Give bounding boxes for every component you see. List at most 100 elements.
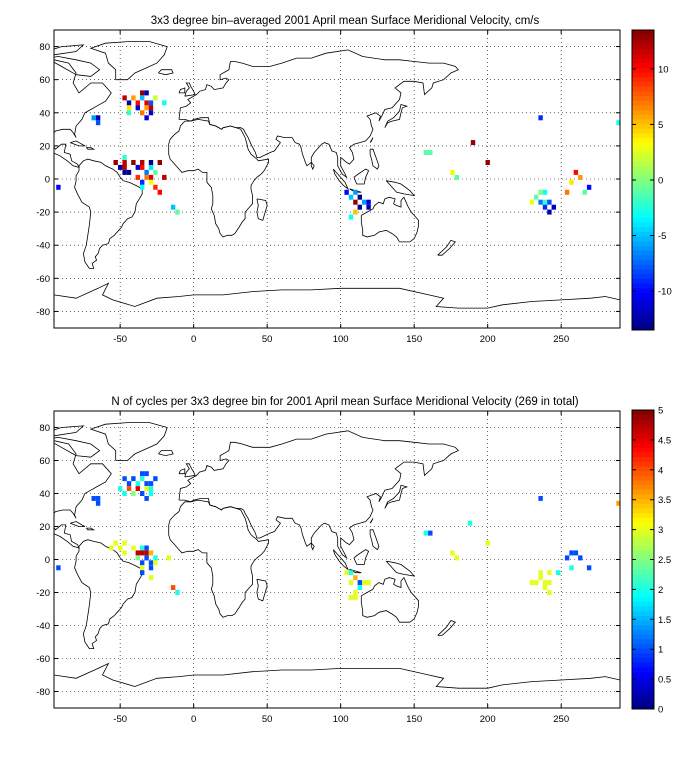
colorbar-step xyxy=(632,255,654,261)
colorbar-tick-label: 0 xyxy=(658,705,663,716)
x-tick-label: 0 xyxy=(191,714,196,725)
colorbar-step xyxy=(632,161,654,167)
coastline xyxy=(178,430,459,560)
top-colorbar: -10 -5 0 5 10 xyxy=(631,29,672,331)
data-cell xyxy=(538,496,543,501)
data-cell xyxy=(357,204,362,210)
data-cell xyxy=(353,189,358,195)
colorbar-step xyxy=(632,522,654,528)
data-cell xyxy=(135,550,140,556)
coastline xyxy=(256,198,268,221)
bottom-chart-title: N of cycles per 3x3 degree bin for 2001 … xyxy=(111,396,578,408)
colorbar-step xyxy=(632,133,654,139)
data-cell xyxy=(547,199,552,205)
colorbar-step xyxy=(632,615,654,621)
data-cell xyxy=(135,555,140,561)
colorbar-step xyxy=(632,657,654,663)
y-tick-label: -60 xyxy=(36,274,50,285)
data-cell xyxy=(538,189,543,195)
y-tick-label: -40 xyxy=(36,241,50,252)
data-cell xyxy=(140,560,145,566)
data-cell xyxy=(144,174,149,180)
x-tick-label: 50 xyxy=(262,714,273,725)
coastline xyxy=(54,56,101,77)
data-cell xyxy=(616,500,620,506)
data-cell xyxy=(144,105,149,111)
colorbar-step xyxy=(632,259,654,265)
colorbar-tick-label: 4 xyxy=(658,465,663,476)
coastline xyxy=(54,59,112,169)
coastline xyxy=(54,425,85,437)
coastline xyxy=(54,440,112,549)
coastline xyxy=(310,542,315,551)
data-cell xyxy=(538,199,543,205)
data-cell xyxy=(362,580,367,586)
data-cell xyxy=(485,160,490,165)
colorbar-step xyxy=(632,634,654,640)
data-cell xyxy=(144,115,149,121)
data-cell xyxy=(538,115,543,121)
colorbar-step xyxy=(632,620,654,626)
data-cell xyxy=(538,570,543,576)
data-cell xyxy=(140,550,145,556)
data-cell xyxy=(556,570,561,576)
x-tick-label: 150 xyxy=(406,334,422,345)
coastline xyxy=(353,549,370,565)
data-cell xyxy=(162,100,167,106)
data-cell xyxy=(148,565,154,571)
x-tick-label: 250 xyxy=(553,334,569,345)
colorbar-step xyxy=(632,100,654,106)
data-cell xyxy=(573,169,579,175)
colorbar-tick-label: 5 xyxy=(658,120,663,131)
colorbar-step xyxy=(632,554,654,560)
data-cell xyxy=(95,500,101,506)
data-cell xyxy=(348,580,354,586)
coastline xyxy=(86,527,96,531)
colorbar-step xyxy=(632,76,654,82)
coastline xyxy=(74,158,143,269)
colorbar-step xyxy=(632,208,654,214)
data-cell xyxy=(578,555,583,561)
colorbar-step xyxy=(632,212,654,218)
data-cell xyxy=(144,555,149,561)
data-cell xyxy=(344,189,349,195)
x-tick-label: 200 xyxy=(480,714,496,725)
colorbar-step xyxy=(632,311,654,317)
colorbar-step xyxy=(632,526,654,532)
colorbar-step xyxy=(632,175,654,181)
data-cell xyxy=(148,105,154,111)
data-cell xyxy=(148,179,154,185)
data-cell xyxy=(140,90,145,96)
colorbar-step xyxy=(632,250,654,256)
data-cell xyxy=(485,540,490,546)
colorbar-step xyxy=(632,685,654,691)
x-tick-label: 0 xyxy=(191,334,196,345)
coastline xyxy=(178,87,186,94)
colorbar-tick-label: 0 xyxy=(658,176,663,187)
colorbar-step xyxy=(632,165,654,172)
data-cell xyxy=(153,476,158,482)
data-cell xyxy=(450,550,455,556)
colorbar-tick-label: 1.5 xyxy=(658,615,671,626)
data-cell xyxy=(140,160,145,165)
data-cell xyxy=(122,160,127,165)
colorbar-step xyxy=(632,662,654,668)
colorbar-step xyxy=(632,410,654,416)
data-cell xyxy=(56,184,61,190)
data-cell xyxy=(109,545,114,551)
colorbar-step xyxy=(632,606,654,612)
data-cell xyxy=(547,570,552,576)
colorbar-step xyxy=(632,470,654,476)
coastline xyxy=(89,41,168,81)
colorbar-tick-label: 0.5 xyxy=(658,675,671,686)
data-cell xyxy=(547,580,552,586)
x-tick-label: 150 xyxy=(406,714,422,725)
data-cell xyxy=(118,164,123,170)
colorbar-step xyxy=(632,414,654,420)
y-tick-label: 80 xyxy=(39,423,50,434)
data-cell xyxy=(454,174,459,180)
colorbar-step xyxy=(632,536,654,542)
coastline xyxy=(74,539,143,649)
data-cell xyxy=(118,545,123,551)
